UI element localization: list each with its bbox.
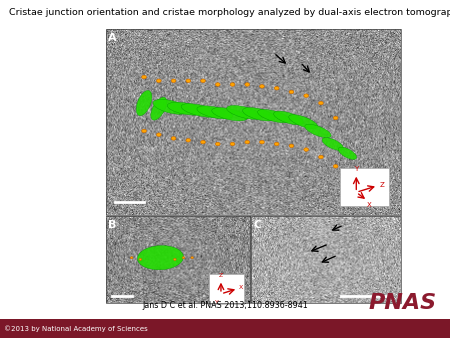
Circle shape: [245, 140, 250, 144]
Circle shape: [201, 79, 205, 82]
Text: ©2013 by National Academy of Sciences: ©2013 by National Academy of Sciences: [4, 325, 148, 332]
Text: Z: Z: [219, 273, 223, 279]
Circle shape: [274, 142, 279, 146]
Circle shape: [333, 165, 338, 168]
Circle shape: [289, 90, 294, 94]
Ellipse shape: [338, 147, 356, 160]
Circle shape: [142, 75, 146, 79]
Circle shape: [304, 94, 309, 97]
Circle shape: [260, 84, 264, 88]
Ellipse shape: [137, 246, 184, 270]
Bar: [106, 216, 250, 303]
Circle shape: [171, 79, 176, 82]
Ellipse shape: [305, 124, 331, 138]
Ellipse shape: [257, 110, 290, 123]
Circle shape: [171, 137, 176, 140]
Circle shape: [191, 257, 193, 259]
Text: X: X: [366, 202, 371, 209]
Circle shape: [157, 79, 161, 82]
Circle shape: [333, 116, 338, 120]
Ellipse shape: [151, 97, 167, 120]
Text: C: C: [253, 220, 261, 231]
Ellipse shape: [243, 107, 275, 121]
Ellipse shape: [212, 107, 248, 121]
Text: Y: Y: [354, 166, 358, 172]
Circle shape: [289, 144, 294, 148]
Circle shape: [216, 142, 220, 146]
Ellipse shape: [181, 104, 219, 117]
Text: X: X: [239, 285, 243, 290]
Circle shape: [182, 257, 185, 259]
Circle shape: [260, 140, 264, 144]
Circle shape: [186, 79, 191, 82]
Text: Z: Z: [380, 182, 385, 188]
Text: PNAS: PNAS: [369, 293, 436, 313]
Text: Jans D C et al. PNAS 2013;110:8936-8941: Jans D C et al. PNAS 2013;110:8936-8941: [142, 301, 308, 311]
Circle shape: [319, 155, 323, 159]
Circle shape: [319, 101, 323, 105]
Ellipse shape: [153, 99, 188, 114]
Text: B: B: [108, 220, 117, 231]
Circle shape: [139, 259, 142, 260]
Circle shape: [142, 129, 146, 133]
Circle shape: [130, 257, 133, 259]
Circle shape: [157, 133, 161, 137]
Ellipse shape: [167, 102, 203, 115]
Ellipse shape: [197, 106, 233, 119]
FancyBboxPatch shape: [209, 274, 244, 304]
Bar: [106, 29, 400, 215]
Circle shape: [216, 83, 220, 86]
Circle shape: [230, 83, 235, 86]
Circle shape: [304, 148, 309, 151]
Ellipse shape: [274, 111, 303, 125]
Text: A: A: [108, 33, 117, 43]
Text: Y: Y: [215, 300, 218, 305]
Circle shape: [245, 83, 250, 86]
Circle shape: [274, 87, 279, 90]
Circle shape: [201, 140, 205, 144]
Ellipse shape: [322, 138, 343, 150]
Bar: [251, 216, 400, 303]
Ellipse shape: [227, 105, 262, 119]
Circle shape: [230, 142, 235, 146]
Bar: [0, 319, 450, 338]
Circle shape: [174, 259, 176, 260]
Text: Cristae junction orientation and cristae morphology analyzed by dual-axis electr: Cristae junction orientation and cristae…: [9, 8, 450, 18]
Ellipse shape: [136, 91, 152, 116]
Circle shape: [186, 139, 191, 142]
Ellipse shape: [289, 115, 318, 129]
FancyBboxPatch shape: [340, 168, 389, 206]
